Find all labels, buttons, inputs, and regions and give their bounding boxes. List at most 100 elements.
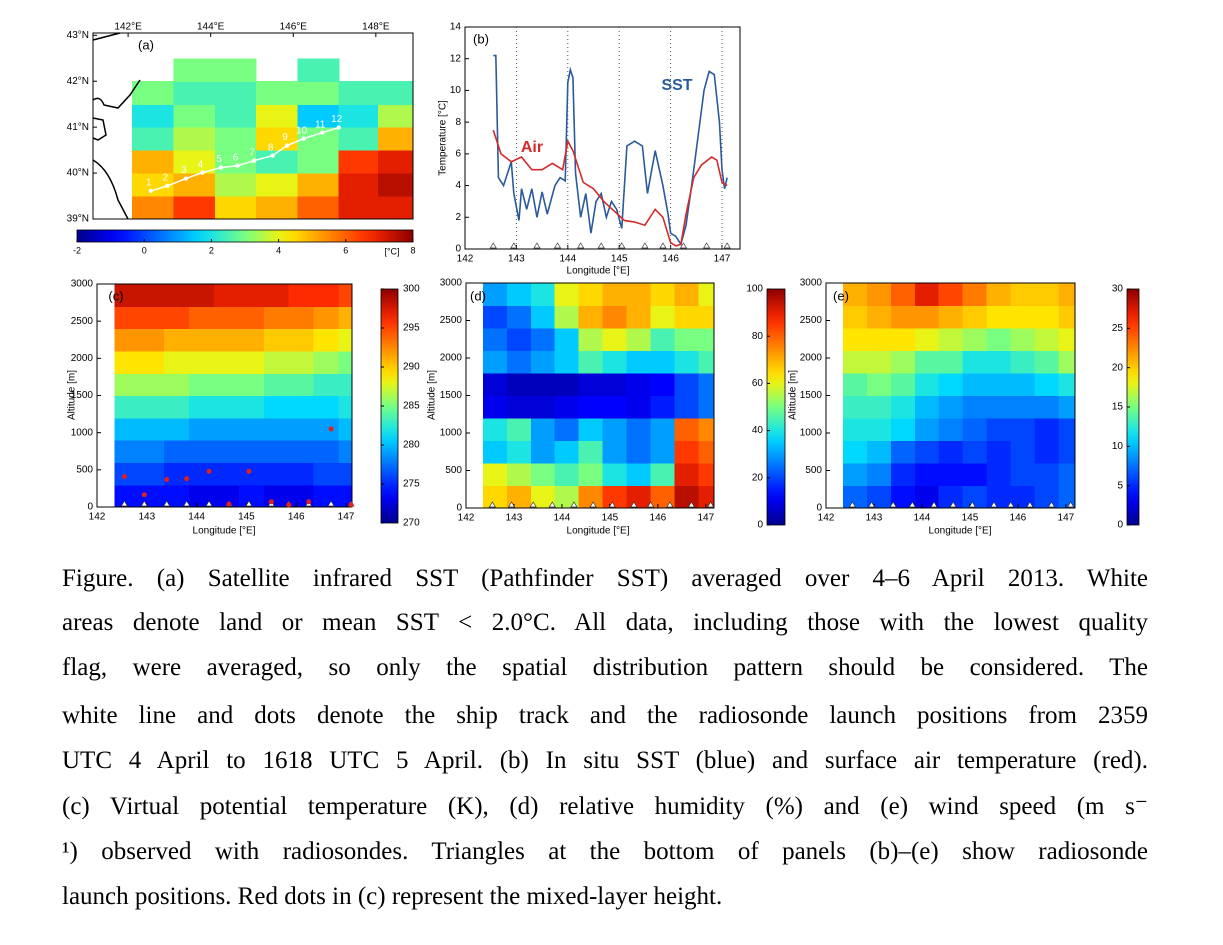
- launch-triangle: [949, 501, 957, 508]
- y-tick-label: 0: [87, 502, 93, 513]
- y-axis-label: Altitude [m]: [788, 370, 799, 420]
- mixed-layer-dot: [206, 468, 212, 474]
- field-cell: [132, 127, 175, 151]
- field-cell: [132, 150, 175, 174]
- field-cell: [482, 373, 508, 397]
- field-cell: [650, 418, 676, 442]
- field-cell: [482, 418, 508, 442]
- y-tick-label: 2000: [800, 353, 823, 364]
- field-cell: [698, 440, 715, 464]
- field-cell: [214, 484, 240, 508]
- field-cell: [506, 350, 532, 374]
- field-cell: [297, 196, 340, 220]
- field-cell: [214, 58, 257, 82]
- y-tick-label: 0: [455, 244, 461, 255]
- field-cell: [650, 283, 676, 307]
- field-cell: [578, 440, 604, 464]
- colorbar-tick-label: 20: [1112, 362, 1124, 373]
- field-cell: [1058, 305, 1076, 329]
- y-tick-label: 8: [455, 117, 461, 128]
- field-cell: [650, 305, 676, 329]
- colorbar-tick-label: 15: [1112, 402, 1124, 413]
- field-cell: [482, 283, 508, 307]
- field-cell: [890, 463, 916, 487]
- field-cell: [114, 284, 140, 307]
- field-cell: [890, 328, 916, 352]
- launch-triangle: [687, 501, 696, 508]
- plot-frame: [464, 26, 741, 250]
- field-cell: [256, 127, 298, 151]
- field-cell: [674, 305, 700, 329]
- field-cell: [674, 440, 700, 464]
- field-cell: [986, 283, 1012, 307]
- panel-label: (a): [138, 37, 154, 52]
- x-tick-label: 146: [662, 254, 679, 265]
- x-tick-label: 146: [1010, 513, 1027, 524]
- launch-triangle: [140, 500, 148, 507]
- field-cell: [482, 440, 508, 464]
- field-cell: [626, 305, 652, 329]
- x-tick-label: 145: [238, 512, 255, 523]
- field-cell: [173, 127, 216, 151]
- field-cell: [890, 283, 916, 307]
- y-tick-label: 2000: [71, 353, 94, 364]
- field-cell: [263, 306, 290, 330]
- field-cell: [650, 440, 676, 464]
- y-tick-label: 40°N: [67, 168, 89, 179]
- field-cell: [578, 283, 604, 307]
- field-cell: [238, 373, 265, 397]
- launch-position: [284, 143, 290, 148]
- field-cell: [338, 173, 379, 197]
- y-tick-label: 4: [455, 180, 461, 191]
- field-cell: [189, 462, 215, 486]
- field-cell: [377, 81, 414, 105]
- field-cell: [377, 196, 414, 220]
- field-cell: [914, 418, 940, 442]
- field-cell: [189, 350, 215, 374]
- launch-triangle: [1067, 501, 1075, 508]
- field-cell: [1034, 463, 1060, 487]
- field-cell: [313, 440, 340, 463]
- launch-position: [218, 165, 224, 170]
- colorbar-tick-label: 6: [343, 245, 348, 255]
- field-cell: [962, 305, 988, 329]
- field-cell: [506, 283, 532, 307]
- field-cell: [214, 81, 257, 105]
- launch-position: [183, 176, 189, 181]
- field-cell: [674, 395, 700, 419]
- field-cell: [1010, 395, 1036, 419]
- field-cell: [214, 328, 240, 352]
- field-cell: [288, 373, 315, 397]
- field-cell: [890, 418, 916, 442]
- field-cell: [986, 305, 1012, 329]
- field-cell: [297, 81, 340, 105]
- field-cell: [962, 485, 988, 509]
- colorbar-tick-label: 100: [746, 284, 763, 295]
- field-cell: [530, 283, 556, 307]
- colorbar-tick-label: 290: [403, 362, 420, 373]
- field-cell: [506, 373, 532, 397]
- field-cell: [164, 373, 190, 397]
- field-cell: [530, 485, 556, 509]
- field-cell: [890, 350, 916, 374]
- field-cell: [674, 463, 700, 487]
- field-cell: [698, 328, 715, 352]
- field-cell: [173, 150, 216, 174]
- field-cell: [866, 463, 892, 487]
- field-cell: [650, 350, 676, 374]
- field-cell: [114, 373, 140, 397]
- field-cell: [1034, 283, 1060, 307]
- panel-label: (c): [108, 288, 123, 303]
- field-cell: [288, 284, 315, 307]
- track-label: 7: [249, 147, 255, 158]
- x-tick-label: 142: [818, 513, 835, 524]
- launch-triangle: [867, 501, 876, 508]
- field-cell: [297, 127, 340, 151]
- colorbar: [766, 288, 786, 526]
- field-cell: [1010, 328, 1036, 352]
- field-cell: [674, 350, 700, 374]
- field-cell: [938, 283, 964, 307]
- launch-position: [200, 170, 205, 175]
- field-cell: [288, 462, 315, 486]
- field-cell: [173, 58, 216, 82]
